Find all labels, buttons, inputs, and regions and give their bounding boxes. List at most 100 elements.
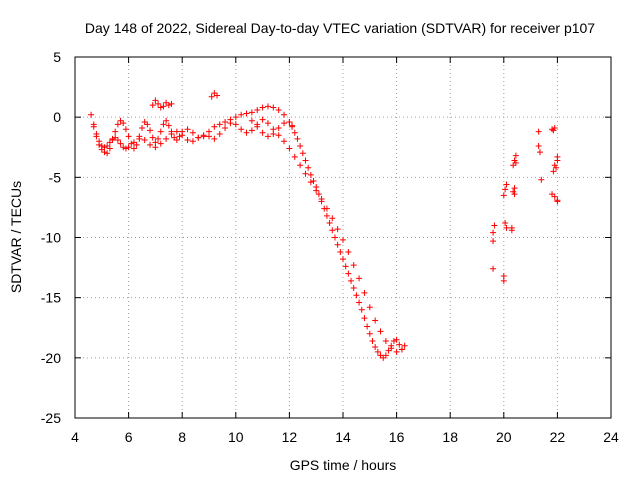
data-point bbox=[323, 205, 330, 212]
data-point bbox=[281, 111, 288, 118]
data-point bbox=[535, 128, 542, 135]
data-point bbox=[222, 118, 229, 125]
data-point bbox=[149, 102, 156, 109]
data-point bbox=[238, 111, 245, 118]
data-point bbox=[491, 222, 498, 229]
data-point bbox=[122, 145, 129, 152]
series-track-2 bbox=[90, 116, 405, 355]
series-track-3 bbox=[149, 90, 296, 140]
data-point bbox=[500, 192, 507, 199]
data-point bbox=[550, 168, 557, 175]
data-point bbox=[200, 132, 207, 139]
y-tick-label: -15 bbox=[41, 290, 61, 306]
data-point bbox=[281, 138, 288, 145]
data-point bbox=[147, 141, 154, 148]
data-point bbox=[122, 126, 129, 133]
data-point bbox=[168, 100, 175, 107]
data-point bbox=[128, 140, 135, 147]
data-point bbox=[340, 256, 346, 263]
data-point bbox=[331, 234, 338, 241]
data-point bbox=[243, 110, 250, 117]
data-point bbox=[334, 241, 341, 248]
data-point bbox=[289, 122, 296, 129]
data-point bbox=[104, 143, 111, 150]
data-point bbox=[342, 263, 349, 270]
data-point bbox=[104, 150, 111, 157]
data-point bbox=[536, 149, 543, 156]
data-point bbox=[372, 317, 379, 324]
x-tick-label: 14 bbox=[335, 429, 351, 445]
data-point bbox=[393, 348, 400, 355]
data-point bbox=[264, 133, 271, 140]
data-point bbox=[264, 120, 271, 127]
data-point bbox=[211, 123, 218, 130]
data-point bbox=[232, 114, 239, 121]
data-point bbox=[227, 120, 234, 127]
data-point bbox=[366, 304, 373, 311]
data-point bbox=[313, 187, 320, 194]
data-point bbox=[512, 159, 519, 166]
data-point bbox=[490, 238, 497, 245]
data-point bbox=[291, 129, 298, 136]
data-point bbox=[248, 127, 255, 134]
data-point bbox=[307, 171, 314, 178]
data-point bbox=[149, 134, 156, 141]
data-point bbox=[502, 220, 509, 227]
data-point bbox=[490, 229, 497, 236]
data-point bbox=[184, 137, 191, 144]
y-tick-label: -25 bbox=[41, 410, 61, 426]
data-point bbox=[112, 128, 119, 135]
data-point bbox=[144, 121, 151, 128]
data-point bbox=[254, 106, 261, 113]
data-point bbox=[307, 179, 314, 186]
data-point bbox=[364, 323, 371, 330]
data-point bbox=[538, 176, 545, 183]
y-tick-label: 5 bbox=[53, 49, 61, 65]
data-point bbox=[382, 337, 389, 344]
data-point bbox=[366, 330, 373, 337]
data-point bbox=[157, 128, 164, 135]
data-point bbox=[361, 289, 368, 296]
data-point bbox=[189, 129, 196, 136]
data-point bbox=[208, 93, 215, 100]
x-tick-label: 4 bbox=[71, 429, 79, 445]
data-point bbox=[238, 126, 245, 133]
data-point bbox=[372, 344, 379, 351]
data-point bbox=[356, 275, 363, 282]
data-point bbox=[401, 342, 408, 349]
x-tick-label: 24 bbox=[603, 429, 619, 445]
data-point bbox=[549, 126, 556, 133]
data-point bbox=[553, 164, 560, 171]
data-point bbox=[356, 299, 363, 306]
data-point bbox=[259, 116, 266, 123]
axis-ticks bbox=[74, 56, 612, 419]
data-point bbox=[554, 157, 561, 164]
x-tick-label: 8 bbox=[178, 429, 186, 445]
data-point bbox=[377, 328, 384, 335]
data-point bbox=[323, 212, 330, 219]
data-point bbox=[511, 191, 518, 198]
data-point bbox=[248, 117, 255, 124]
data-point bbox=[326, 220, 333, 227]
data-point bbox=[243, 129, 250, 136]
data-point bbox=[130, 139, 137, 146]
data-point bbox=[512, 152, 519, 159]
x-tick-label: 18 bbox=[442, 429, 458, 445]
data-point bbox=[155, 135, 162, 142]
data-point bbox=[310, 177, 317, 184]
data-point bbox=[297, 143, 304, 150]
y-tick-label: -5 bbox=[49, 169, 62, 185]
data-point bbox=[264, 103, 271, 110]
data-point bbox=[286, 145, 293, 152]
x-tick-label: 12 bbox=[282, 429, 298, 445]
data-point bbox=[165, 102, 172, 109]
x-tick-label: 20 bbox=[496, 429, 512, 445]
data-point bbox=[157, 140, 164, 147]
data-point bbox=[189, 138, 196, 145]
data-point bbox=[490, 265, 497, 272]
data-point bbox=[163, 135, 170, 142]
data-point bbox=[106, 139, 113, 146]
x-tick-label: 16 bbox=[389, 429, 405, 445]
data-point bbox=[259, 104, 266, 111]
